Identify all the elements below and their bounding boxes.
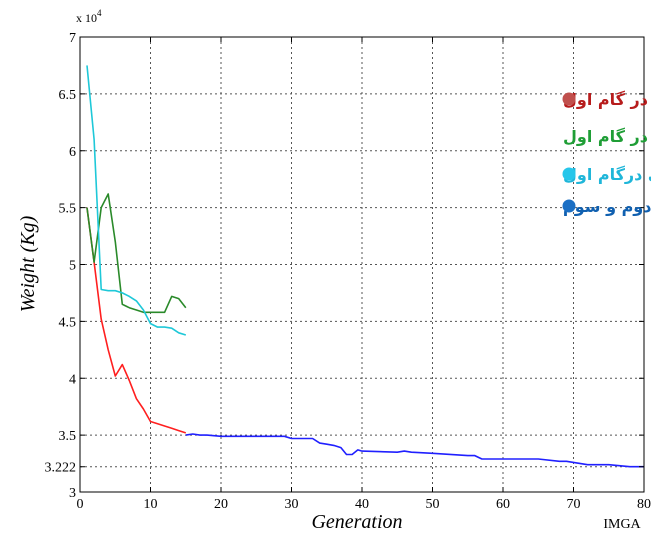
y-tick-label: 3.5 (59, 429, 77, 444)
y-tick-label: 4.5 (59, 315, 77, 330)
y-exponent-power: 4 (97, 8, 102, 18)
series-line-2 (86, 193, 187, 314)
x-tick-label: 80 (637, 497, 651, 512)
legend-entry-4: جامعه درگام دوم و سوم (563, 197, 651, 216)
legend: جامعه‌ی موازی در گام اول جامعه‌ی موازی در… (562, 90, 651, 216)
y-tick-label: 4 (69, 372, 76, 387)
tick-marks (79, 36, 645, 493)
y-tick-label: 7 (69, 31, 76, 46)
series-line-1 (86, 207, 187, 434)
x-tick-label: 40 (355, 497, 369, 512)
y-tick-label: 6.5 (59, 88, 77, 103)
x-tick-label: 20 (214, 497, 228, 512)
x-tick-labels: 0 10 20 30 40 50 60 70 80 (77, 497, 651, 512)
corner-label: IMGA (603, 517, 641, 532)
series-line-3 (86, 65, 187, 336)
y-tick-labels: 3 3.222 3.5 4 4.5 5 5.5 6 6.5 7 (45, 31, 77, 501)
x-tick-label: 60 (496, 497, 510, 512)
legend-entry-2: جامعه‌ی موازی در گام اول (563, 127, 651, 146)
legend-dot-4 (562, 199, 576, 213)
series-group (86, 65, 644, 468)
series-line-4 (185, 433, 644, 468)
x-tick-label: 50 (426, 497, 440, 512)
x-tick-label: 0 (77, 497, 84, 512)
y-exponent-label: x 104 (76, 8, 102, 25)
y-axis-title: Weight (Kg) (17, 215, 39, 312)
x-tick-label: 30 (285, 497, 299, 512)
x-tick-label: 70 (567, 497, 581, 512)
legend-dot-1 (562, 92, 576, 106)
grid (80, 37, 644, 492)
legend-dot-3 (562, 167, 576, 181)
y-tick-label: 3.222 (45, 461, 77, 476)
x-tick-label: 10 (144, 497, 158, 512)
y-tick-label: 5.5 (59, 202, 77, 217)
x-axis-title: Generation (311, 511, 402, 533)
y-tick-label: 5 (69, 259, 76, 274)
y-tick-label: 3 (69, 486, 76, 501)
y-tick-label: 6 (69, 145, 76, 160)
legend-entry-1: جامعه‌ی موازی در گام اول (563, 90, 651, 109)
legend-entry-3: جامعه‌ی موازی درگام اول (563, 165, 651, 184)
